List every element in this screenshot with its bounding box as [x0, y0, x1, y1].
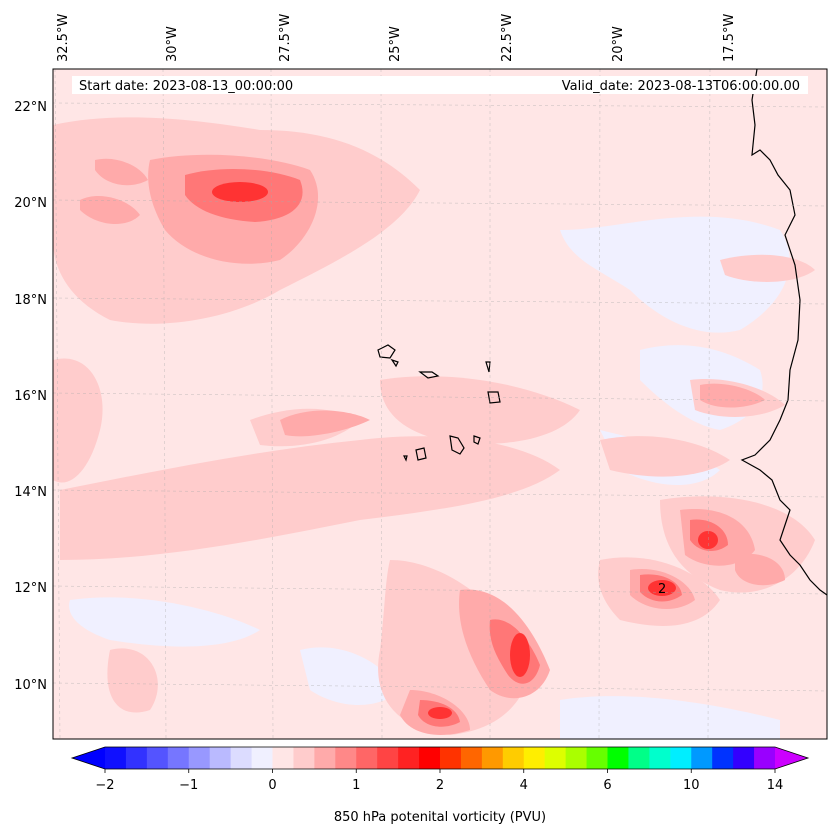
lon-label: 22.5°W — [500, 14, 515, 62]
lon-label: 25°W — [388, 26, 403, 62]
graticule — [53, 69, 827, 739]
colorbar-segment — [628, 747, 650, 769]
colorbar-segment — [398, 747, 420, 769]
colorbar-label: 850 hPa potenital vorticity (PVU) — [334, 810, 546, 825]
colorbar-tick-label: 10 — [683, 778, 700, 793]
colorbar-segment — [272, 747, 295, 769]
colorbar-segment — [712, 747, 734, 769]
colorbar-segment — [146, 747, 169, 769]
colorbar-tick-label: 14 — [767, 778, 784, 793]
colorbar-segment — [419, 747, 441, 769]
colorbar-segment — [649, 747, 671, 769]
colorbar: −2 −1 0 1 2 4 6 10 14 850 hPa potenital vorticit… — [70, 746, 810, 825]
colorbar-segment — [586, 747, 609, 769]
colorbar-segment — [523, 747, 546, 769]
valid-date-label: Valid_date: 2023-08-13T06:00:00.00 — [562, 79, 800, 94]
colorbar-segment — [440, 747, 462, 769]
colorbar-segment — [691, 747, 713, 769]
lon-label: 27.5°W — [278, 14, 293, 62]
lat-label: 16°N — [14, 389, 47, 404]
colorbar-segment — [754, 747, 776, 769]
lon-label: 20°W — [611, 26, 626, 62]
cape-verde-islands — [377, 344, 501, 462]
lat-label: 22°N — [14, 100, 47, 115]
colorbar-segment — [607, 747, 630, 769]
colorbar-tick-label: 6 — [603, 778, 611, 793]
lon-label: 32.5°W — [56, 14, 71, 62]
map-panel: Start date: 2023-08-13_00:00:00 Valid_da… — [53, 69, 827, 739]
lat-label: 10°N — [14, 678, 47, 693]
colorbar-tick-label: 4 — [520, 778, 528, 793]
colorbar-segment — [230, 747, 253, 769]
lat-label: 18°N — [14, 293, 47, 308]
colorbar-segment — [565, 747, 588, 769]
lat-labels: 22°N 20°N 18°N 16°N 14°N 12°N 10°N — [14, 100, 47, 693]
colorbar-segment — [314, 747, 336, 769]
colorbar-tick-label: −1 — [179, 778, 198, 793]
lat-label: 14°N — [14, 485, 47, 500]
lat-label: 20°N — [14, 196, 47, 211]
colorbar-segment — [460, 747, 483, 769]
colorbar-segment — [377, 747, 399, 769]
colorbar-segment — [125, 747, 148, 769]
date-header-box — [72, 76, 808, 94]
colorbar-segment — [733, 747, 755, 769]
lon-labels: 32.5°W 30°W 27.5°W 25°W 22.5°W 20°W 17.5… — [56, 14, 737, 62]
colorbar-segment — [209, 747, 232, 769]
colorbar-under-arrow — [72, 747, 105, 769]
colorbar-tick-label: 2 — [436, 778, 444, 793]
lat-label: 12°N — [14, 581, 47, 596]
colorbar-over-arrow — [775, 747, 808, 769]
colorbar-segment — [335, 747, 357, 769]
colorbar-segment — [481, 747, 504, 769]
colorbar-segment — [544, 747, 567, 769]
contour-label: 2 — [658, 582, 666, 597]
colorbar-segment — [356, 747, 378, 769]
colorbar-ticks: −2 −1 0 1 2 4 6 10 14 — [95, 769, 783, 793]
start-date-label: Start date: 2023-08-13_00:00:00 — [79, 79, 293, 94]
colorbar-segments — [105, 747, 776, 769]
colorbar-tick-label: 0 — [268, 778, 276, 793]
colorbar-segment — [167, 747, 190, 769]
colorbar-segment — [502, 747, 525, 769]
colorbar-segment — [188, 747, 211, 769]
lon-label: 30°W — [165, 26, 180, 62]
map-border — [52, 68, 828, 740]
colorbar-tick-label: 1 — [352, 778, 360, 793]
colorbar-segment — [251, 747, 274, 769]
africa-coastline — [740, 69, 827, 596]
colorbar-segment — [105, 747, 127, 769]
colorbar-segment — [670, 747, 692, 769]
colorbar-segment — [293, 747, 315, 769]
lon-label: 17.5°W — [722, 14, 737, 62]
colorbar-tick-label: −2 — [95, 778, 114, 793]
